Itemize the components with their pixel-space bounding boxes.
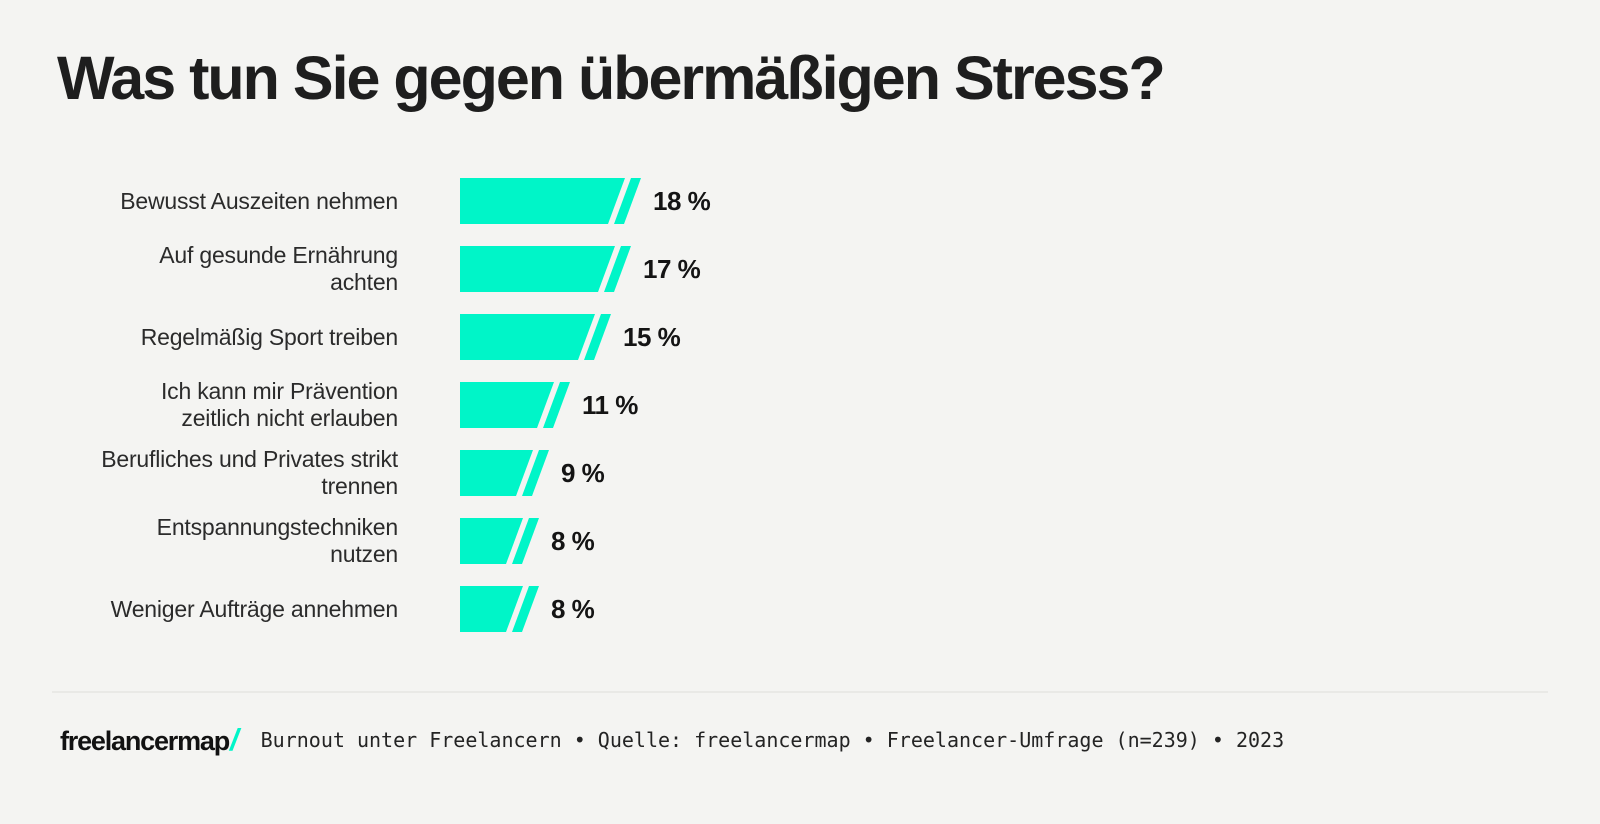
value-label: 17 % (643, 253, 701, 284)
value-label: 15 % (623, 321, 681, 352)
footer-divider (52, 691, 1548, 693)
bar (460, 382, 554, 428)
category-label: Entspannungstechniken nutzen (156, 514, 399, 567)
bar-group: 9 % (460, 450, 605, 496)
chart-row: Weniger Aufträge annehmen 8 % (60, 586, 1540, 632)
category-label: Auf gesunde Ernährung achten (159, 242, 398, 295)
bar (460, 450, 533, 496)
bar-group: 11 % (460, 382, 638, 428)
category-label: Berufliches und Privates strikt trennen (101, 446, 398, 499)
value-label: 8 % (551, 525, 595, 556)
value-label: 9 % (561, 457, 605, 488)
value-label: 8 % (551, 593, 595, 624)
category-label: Weniger Aufträge annehmen (110, 595, 399, 622)
bar (460, 586, 523, 632)
bar (460, 518, 523, 564)
bar-group: 8 % (460, 586, 595, 632)
footer: freelancermap / Burnout unter Freelancer… (60, 718, 1548, 762)
value-label: 11 % (582, 389, 638, 420)
value-label: 18 % (653, 185, 711, 216)
freelancermap-logo: freelancermap / (60, 722, 239, 758)
logo-text: freelancermap (60, 726, 230, 756)
category-label: Bewusst Auszeiten nehmen (120, 187, 398, 214)
bar (460, 246, 615, 292)
bar-group: 15 % (460, 314, 681, 360)
logo-slash-icon: / (230, 722, 239, 757)
page-title: Was tun Sie gegen übermäßigen Stress? (57, 44, 1166, 112)
chart-row: Ich kann mir Prävention zeitlich nicht e… (60, 378, 1540, 431)
category-label: Ich kann mir Prävention zeitlich nicht e… (160, 378, 398, 431)
category-label: Regelmäßig Sport treiben (140, 323, 398, 350)
chart-row: Bewusst Auszeiten nehmen 18 % (60, 178, 1540, 224)
chart-row: Entspannungstechniken nutzen 8 % (60, 514, 1540, 567)
chart-row: Regelmäßig Sport treiben 15 % (60, 314, 1540, 360)
bar (460, 178, 625, 224)
bar-group: 18 % (460, 178, 711, 224)
bar (460, 314, 595, 360)
bar-chart: Bewusst Auszeiten nehmen 18 % Auf gesunde … (60, 178, 1540, 632)
chart-row: Auf gesunde Ernährung achten 17 % (60, 242, 1540, 295)
chart-row: Berufliches und Privates strikt trennen 9… (60, 446, 1540, 499)
bar-group: 17 % (460, 246, 701, 292)
bar-group: 8 % (460, 518, 595, 564)
source-text: Burnout unter Freelancern • Quelle: free… (260, 728, 1285, 752)
